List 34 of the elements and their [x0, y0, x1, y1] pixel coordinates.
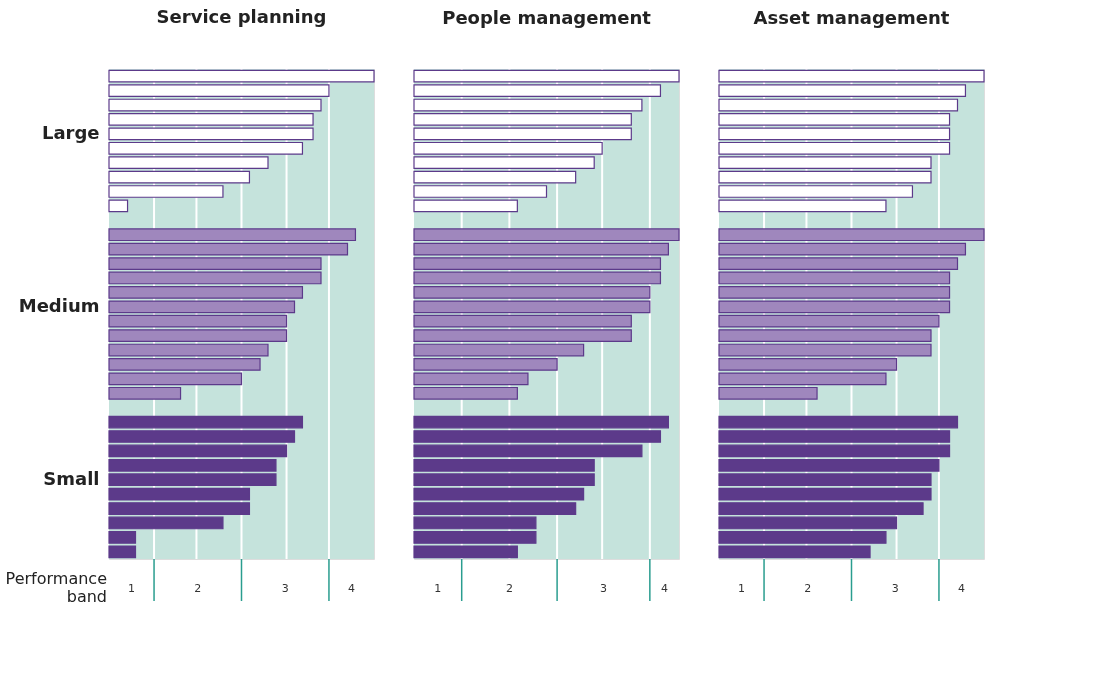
- text: 2: [804, 582, 812, 595]
- bar: [413, 228, 680, 242]
- bar: [413, 343, 585, 357]
- text: 4: [957, 582, 965, 595]
- bar: [718, 516, 898, 530]
- text: 3: [281, 582, 289, 595]
- text: 1: [738, 582, 746, 595]
- chart-title: People management: [442, 7, 652, 28]
- text: 2: [505, 582, 513, 595]
- bar: [108, 386, 182, 400]
- bar: [413, 516, 537, 530]
- x-axis-title: Performance band: [5, 569, 107, 606]
- bar: [718, 386, 818, 400]
- bar: [718, 343, 932, 357]
- bar: [108, 343, 269, 357]
- text: 1: [128, 582, 136, 595]
- bar: [718, 271, 951, 285]
- text: 4: [660, 582, 668, 595]
- text: 4: [347, 582, 355, 595]
- bar: [718, 228, 985, 242]
- chart-title: Service planning: [156, 5, 327, 27]
- bar: [413, 386, 518, 400]
- text: 1: [434, 582, 442, 595]
- y-tick-label: Large: [41, 121, 100, 143]
- text: 2: [194, 582, 202, 595]
- bar: [108, 516, 224, 530]
- bar: [108, 228, 357, 242]
- text: 3: [599, 582, 607, 595]
- text: 3: [891, 582, 899, 595]
- bar: [108, 271, 322, 285]
- y-tick-label: Small: [43, 467, 100, 489]
- bar: [413, 271, 662, 285]
- y-tick-label: Medium: [18, 294, 100, 316]
- chart-title: Asset management: [753, 7, 950, 28]
